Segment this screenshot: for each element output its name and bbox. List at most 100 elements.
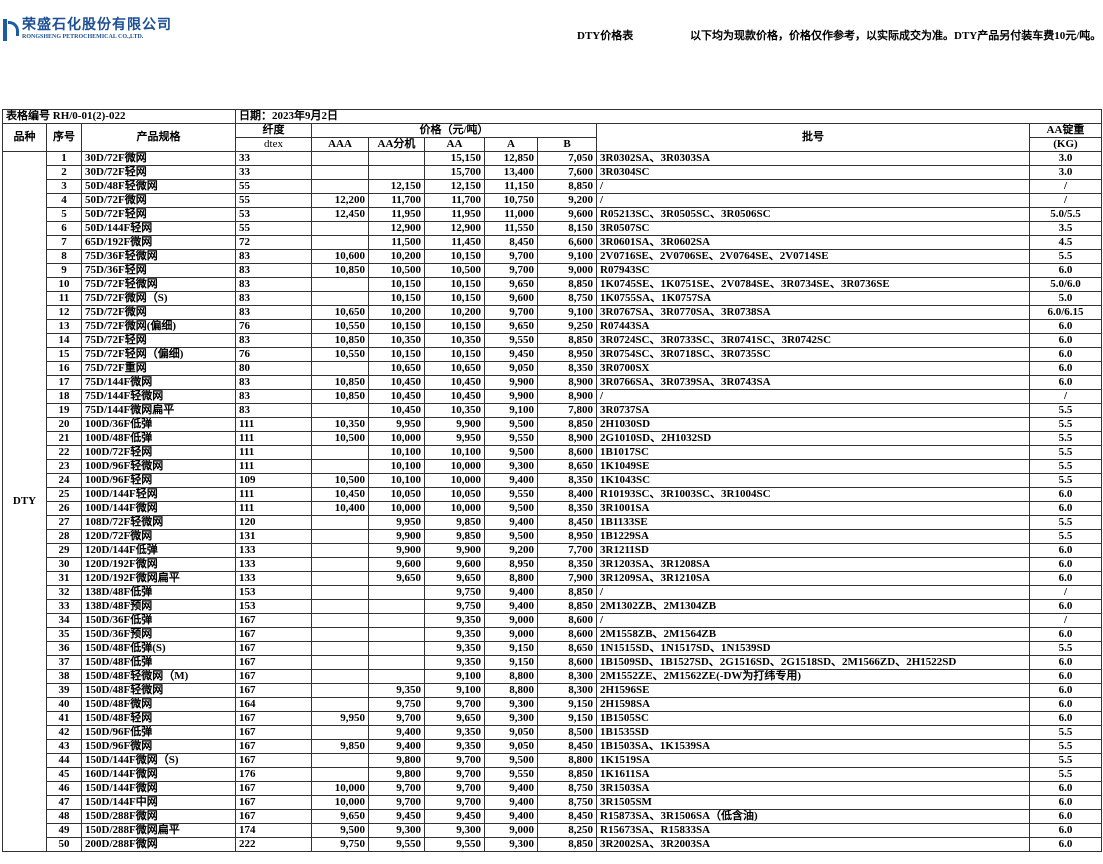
price-aa-split-cell: 12,150 [368,179,425,194]
page-header: 荣盛石化股份有限公司 RONGSHENG PETROCHEMICAL CO.,L… [0,0,1103,108]
seq-cell: 49 [46,823,82,838]
denier-cell: 111 [235,445,312,460]
price-aaa-cell: 10,650 [311,305,369,320]
price-aa-split-cell: 9,900 [368,543,425,558]
spec-cell: 75D/144F微网 [81,375,236,390]
price-aaa-cell [311,235,369,250]
lot-number-cell: 3R0754SC、3R0718SC、3R0735SC [596,347,1030,362]
price-a-cell: 9,500 [484,417,538,432]
aa-weight-cell: 5.5 [1029,459,1102,474]
aa-weight-cell: 5.0/5.5 [1029,207,1102,222]
denier-cell: 76 [235,347,312,362]
lot-number-cell: 2V0716SE、2V0706SE、2V0764SE、2V0714SE [596,249,1030,264]
denier-cell: 76 [235,319,312,334]
price-aa-split-cell: 10,150 [368,319,425,334]
price-aa-split-cell: 10,150 [368,347,425,362]
denier-cell: 167 [235,641,312,656]
price-aa-split-cell: 9,450 [368,809,425,824]
price-a-cell: 9,150 [484,641,538,656]
price-aa-cell: 10,150 [424,347,485,362]
price-b-cell: 8,150 [537,221,597,236]
lot-number-cell: 1B1133SE [596,515,1030,530]
price-a-cell: 9,600 [484,291,538,306]
aa-weight-cell: 6.0 [1029,501,1102,516]
seq-cell: 13 [46,319,82,334]
seq-cell: 47 [46,795,82,810]
price-aaa-cell [311,585,369,600]
seq-cell: 32 [46,585,82,600]
price-aaa-cell: 9,950 [311,711,369,726]
table-row: 46 150D/144F微网 167 10,000 9,700 9,700 9,400 8,7… [3,781,1102,796]
spec-cell: 120D/72F微网 [81,529,236,544]
spec-cell: 75D/72F轻网 [81,333,236,348]
price-aa-split-cell: 11,500 [368,235,425,250]
price-b-cell: 8,900 [537,389,597,404]
table-row: 48 150D/288F微网 167 9,650 9,450 9,450 9,400 8,45… [3,809,1102,824]
table-row: 38 150D/48F轻微网（M) 167 9,100 8,800 8,300 2M1552… [3,669,1102,684]
price-aaa-cell: 10,550 [311,319,369,334]
spec-cell: 50D/48F轻微网 [81,179,236,194]
price-aaa-cell [311,361,369,376]
lot-number-cell: 3R0700SX [596,361,1030,376]
table-row: DTY 1 30D/72F微网 33 15,150 12,850 7,050 3R0302SA… [2,151,1102,852]
spec-cell: 150D/288F微网扁平 [81,823,236,838]
spec-cell: 150D/36F预网 [81,627,236,642]
price-aaa-cell [311,767,369,782]
table-row: 4 50D/72F微网 55 12,200 11,700 11,700 10,750 9,20… [3,193,1102,208]
aa-weight-cell: 6.0 [1029,333,1102,348]
lot-number-cell: R05213SC、3R0505SC、3R0506SC [596,207,1030,222]
price-b-cell: 8,500 [537,725,597,740]
price-aa-cell: 9,750 [424,585,485,600]
price-a-cell: 9,500 [484,753,538,768]
denier-cell: 33 [235,165,312,180]
price-b-cell: 8,600 [537,655,597,670]
table-row: 27 108D/72F轻微网 120 9,950 9,850 9,400 8,450 1B11… [3,515,1102,530]
denier-cell: 83 [235,305,312,320]
denier-cell: 167 [235,795,312,810]
price-b-cell: 8,400 [537,487,597,502]
price-aaa-cell [311,571,369,586]
price-b-cell: 8,750 [537,795,597,810]
denier-cell: 109 [235,473,312,488]
spec-cell: 160D/144F微网 [81,767,236,782]
spec-cell: 150D/48F低弹 [81,655,236,670]
aa-weight-cell: / [1029,193,1102,208]
aa-weight-cell: 6.0 [1029,571,1102,586]
seq-cell: 46 [46,781,82,796]
lot-number-cell: R10193SC、3R1003SC、3R1004SC [596,487,1030,502]
aa-weight-cell: 6.0 [1029,837,1102,852]
aa-weight-cell: 6.0 [1029,809,1102,824]
aa-weight-cell: 6.0 [1029,683,1102,698]
table-row: 23 100D/96F轻微网 111 10,100 10,000 9,300 8,650 1K… [3,459,1102,474]
lot-number-cell: 1K1519SA [596,753,1030,768]
lot-number-cell: R07443SA [596,319,1030,334]
price-a-cell: 9,000 [484,823,538,838]
price-aaa-cell: 10,500 [311,473,369,488]
lot-number-cell: 1B1229SA [596,529,1030,544]
price-b-cell: 8,750 [537,291,597,306]
seq-cell: 48 [46,809,82,824]
price-aa-split-cell: 10,000 [368,501,425,516]
price-a-cell: 8,950 [484,557,538,572]
price-aaa-cell: 10,850 [311,375,369,390]
denier-cell: 111 [235,417,312,432]
price-aa-split-cell: 9,350 [368,683,425,698]
denier-cell: 111 [235,501,312,516]
price-a-cell: 9,650 [484,319,538,334]
seq-cell: 27 [46,515,82,530]
denier-cell: 167 [235,613,312,628]
spec-cell: 50D/144F轻网 [81,221,236,236]
spec-cell: 75D/36F轻网 [81,263,236,278]
price-a-cell: 11,150 [484,179,538,194]
price-b-cell: 8,250 [537,823,597,838]
price-b-cell: 8,350 [537,501,597,516]
price-b-cell: 9,000 [537,263,597,278]
table-row: 29 120D/144F低弹 133 9,900 9,900 9,200 7,700 3R12… [3,543,1102,558]
table-row: 39 150D/48F轻微网 167 9,350 9,100 8,800 8,300 2H15… [3,683,1102,698]
price-a-cell: 8,450 [484,235,538,250]
spec-cell: 75D/72F微网 [81,305,236,320]
price-aaa-cell [311,641,369,656]
price-aa-split-cell [368,641,425,656]
spec-cell: 200D/288F微网 [81,837,236,852]
spec-cell: 120D/192F微网 [81,557,236,572]
